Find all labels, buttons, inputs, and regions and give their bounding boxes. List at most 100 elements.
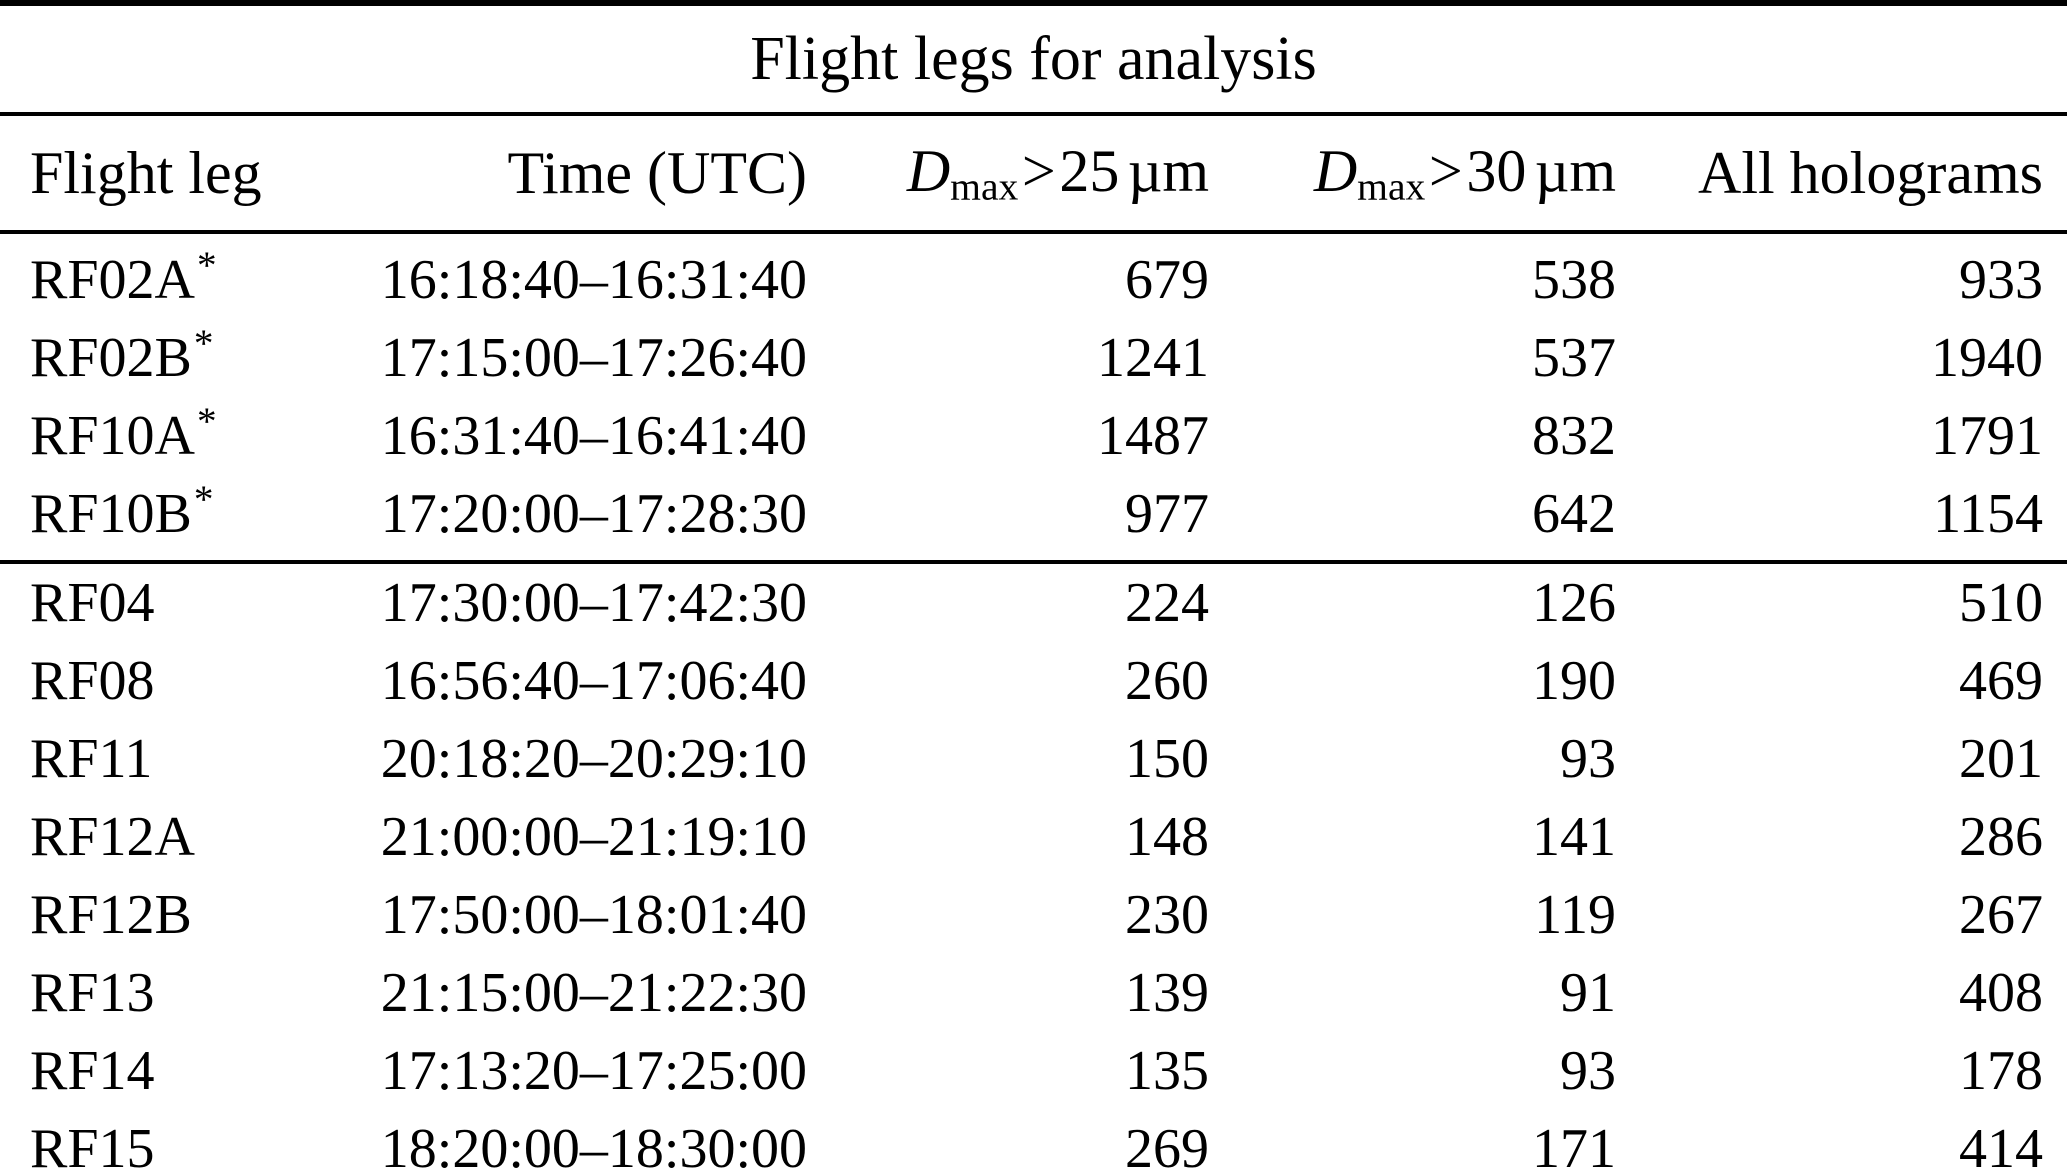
col-header-time-utc: Time (UTC) <box>330 116 808 234</box>
flight-legs-table: Flight leg Time (UTC) Dmax>25 µm Dmax>30 µ… <box>0 116 2067 1176</box>
cell-all-holograms-count: 414 <box>1959 1118 2043 1176</box>
table-row: RF04 17:30:00–17:42:30 224 126 510 <box>0 560 2067 642</box>
dmax-symbol: D <box>906 137 951 204</box>
table-row: RF10A* 16:31:40–16:41:40 1487 832 1791 <box>0 397 2067 475</box>
cell-dmax-25-count: 977 <box>1125 483 1209 545</box>
table-row: RF15 18:20:00–18:30:00 269 171 414 <box>0 1110 2067 1176</box>
table-row: RF10B* 17:20:00–17:28:30 977 642 1154 <box>0 475 2067 562</box>
cell-dmax-25-count: 260 <box>1125 650 1209 712</box>
cell-flight-leg: RF13 <box>30 962 155 1024</box>
cell-flight-leg: RF11 <box>30 728 153 790</box>
col-header-all-holograms: All holograms <box>1617 116 2067 234</box>
cell-all-holograms-count: 267 <box>1959 884 2043 946</box>
cell-dmax-30-count: 538 <box>1532 249 1616 311</box>
cell-flight-leg: RF08 <box>30 650 155 712</box>
micron-unit: µm <box>1127 137 1209 204</box>
cell-all-holograms-count: 201 <box>1959 728 2043 790</box>
table-row: RF13 21:15:00–21:22:30 139 91 408 <box>0 954 2067 1032</box>
cell-dmax-25-count: 135 <box>1125 1040 1209 1102</box>
dmax-symbol: D <box>1313 137 1358 204</box>
cell-dmax-25-count: 150 <box>1125 728 1209 790</box>
cell-all-holograms-count: 933 <box>1959 249 2043 311</box>
cell-flight-leg: RF10A* <box>30 400 217 467</box>
cell-time: 17:30:00–17:42:30 <box>330 560 808 642</box>
cell-time: 21:00:00–21:19:10 <box>380 806 807 868</box>
cell-all-holograms-count: 1940 <box>1931 327 2043 389</box>
dmax-subscript: max <box>1357 164 1426 209</box>
dmax-subscript: max <box>950 164 1019 209</box>
cell-time: 17:15:00–17:26:40 <box>380 327 807 389</box>
cell-dmax-25-count: 679 <box>1125 249 1209 311</box>
table-row: RF12A 21:00:00–21:19:10 148 141 286 <box>0 798 2067 876</box>
cell-dmax-30-count: 93 <box>1560 728 1616 790</box>
cell-all-holograms-count: 408 <box>1959 962 2043 1024</box>
table-title: Flight legs for analysis <box>750 24 1317 93</box>
cell-flight-leg: RF12A <box>30 806 195 868</box>
threshold-value: 25 <box>1059 137 1120 204</box>
cell-dmax-25-count: 224 <box>808 560 1210 642</box>
col-header-dmax-25: Dmax>25 µm <box>808 116 1210 234</box>
greater-than-operator: > <box>1021 137 1056 204</box>
cell-dmax-30-count: 190 <box>1532 650 1616 712</box>
cell-time: 16:56:40–17:06:40 <box>380 650 807 712</box>
star-marker: * <box>196 400 217 444</box>
cell-dmax-25-count: 148 <box>1125 806 1209 868</box>
cell-dmax-30-count: 126 <box>1210 560 1617 642</box>
table-row: RF02A* 16:18:40–16:31:40 679 538 933 <box>0 232 2067 319</box>
cell-all-holograms-count: 469 <box>1959 650 2043 712</box>
cell-all-holograms-count: 178 <box>1959 1040 2043 1102</box>
cell-dmax-30-count: 93 <box>1560 1040 1616 1102</box>
cell-dmax-30-count: 832 <box>1532 405 1616 467</box>
cell-flight-leg: RF02A* <box>30 244 217 311</box>
threshold-value: 30 <box>1466 137 1527 204</box>
table-row: RF14 17:13:20–17:25:00 135 93 178 <box>0 1032 2067 1110</box>
cell-dmax-30-count: 171 <box>1532 1118 1616 1176</box>
table-row: RF08 16:56:40–17:06:40 260 190 469 <box>0 642 2067 720</box>
cell-dmax-25-count: 1487 <box>1097 405 1209 467</box>
table-row: RF11 20:18:20–20:29:10 150 93 201 <box>0 720 2067 798</box>
micron-unit: µm <box>1534 137 1616 204</box>
cell-flight-leg: RF14 <box>30 1040 155 1102</box>
rule-top <box>0 0 2067 6</box>
cell-dmax-30-count: 119 <box>1534 884 1616 946</box>
cell-flight-leg: RF02B* <box>30 322 214 389</box>
star-marker: * <box>193 322 214 366</box>
cell-dmax-30-count: 91 <box>1560 962 1616 1024</box>
cell-time: 20:18:20–20:29:10 <box>380 728 807 790</box>
cell-flight-leg: RF15 <box>30 1118 155 1176</box>
cell-flight-leg: RF12B <box>30 884 192 946</box>
cell-time: 18:20:00–18:30:00 <box>380 1118 807 1176</box>
rule-below-title <box>0 112 2067 116</box>
cell-all-holograms-count: 1154 <box>1933 483 2043 545</box>
cell-dmax-25-count: 1241 <box>1097 327 1209 389</box>
header-row: Flight leg Time (UTC) Dmax>25 µm Dmax>30 µ… <box>0 116 2067 234</box>
table-header: Flight leg Time (UTC) Dmax>25 µm Dmax>30 µ… <box>0 116 2067 234</box>
cell-time: 21:15:00–21:22:30 <box>380 962 807 1024</box>
cell-all-holograms-count: 286 <box>1959 806 2043 868</box>
cell-time: 17:50:00–18:01:40 <box>380 884 807 946</box>
cell-dmax-25-count: 269 <box>1125 1118 1209 1176</box>
cell-dmax-25-count: 230 <box>1125 884 1209 946</box>
cell-time: 17:20:00–17:28:30 <box>380 483 807 545</box>
col-header-flight-leg: Flight leg <box>0 116 330 234</box>
table-row: RF02B* 17:15:00–17:26:40 1241 537 1940 <box>0 319 2067 397</box>
other-legs-group: RF04 17:30:00–17:42:30 224 126 510 RF08 16:56:… <box>0 560 2067 1176</box>
cell-all-holograms-count: 1791 <box>1931 405 2043 467</box>
cell-time: 16:31:40–16:41:40 <box>380 405 807 467</box>
cell-all-holograms-count: 510 <box>1617 560 2067 642</box>
cell-time: 17:13:20–17:25:00 <box>380 1040 807 1102</box>
cell-dmax-30-count: 537 <box>1532 327 1616 389</box>
cell-flight-leg: RF10B* <box>30 478 214 545</box>
star-marker: * <box>193 478 214 522</box>
cell-dmax-30-count: 141 <box>1532 806 1616 868</box>
cell-flight-leg: RF04 <box>0 560 330 642</box>
cell-dmax-30-count: 642 <box>1532 483 1616 545</box>
star-marker: * <box>196 244 217 288</box>
cell-dmax-25-count: 139 <box>1125 962 1209 1024</box>
starred-legs-group: RF02A* 16:18:40–16:31:40 679 538 933 RF02B* 17… <box>0 232 2067 562</box>
cell-time: 16:18:40–16:31:40 <box>380 249 807 311</box>
col-header-dmax-30: Dmax>30 µm <box>1210 116 1617 234</box>
table-row: RF12B 17:50:00–18:01:40 230 119 267 <box>0 876 2067 954</box>
greater-than-operator: > <box>1428 137 1463 204</box>
